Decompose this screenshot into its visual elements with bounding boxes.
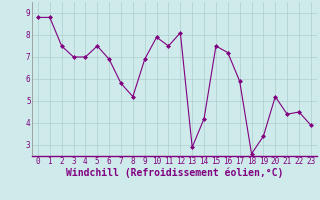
- X-axis label: Windchill (Refroidissement éolien,°C): Windchill (Refroidissement éolien,°C): [66, 168, 283, 178]
